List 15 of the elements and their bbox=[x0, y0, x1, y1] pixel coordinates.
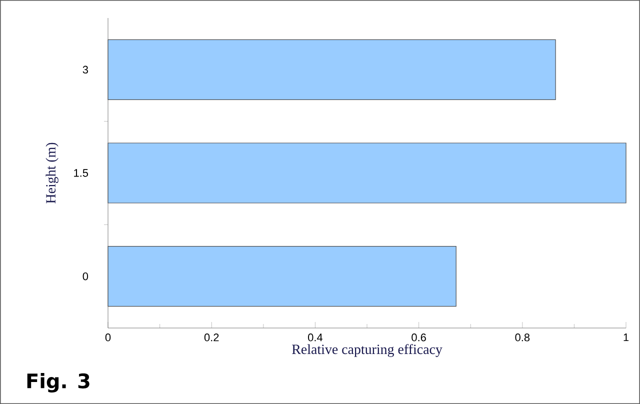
y-tick-label: 3 bbox=[82, 66, 88, 74]
x-tick-label: 0.4 bbox=[308, 334, 322, 342]
x-tick-label: 1 bbox=[624, 334, 629, 342]
bar bbox=[108, 142, 626, 204]
caption: Fig. 3 bbox=[27, 373, 90, 392]
y-axis-title: Height (m) bbox=[46, 142, 58, 204]
x-axis-title: Relative capturing efficacy bbox=[292, 344, 442, 357]
y-tick-label: 0 bbox=[82, 272, 88, 280]
x-tick-label: 0.6 bbox=[412, 334, 426, 342]
bar bbox=[108, 39, 556, 100]
bar bbox=[108, 246, 456, 307]
x-tick-label: 0 bbox=[105, 334, 111, 342]
x-tick-label: 0.2 bbox=[204, 334, 219, 342]
x-tick-label: 0.8 bbox=[515, 334, 530, 342]
y-tick-label: 1.5 bbox=[74, 169, 88, 177]
